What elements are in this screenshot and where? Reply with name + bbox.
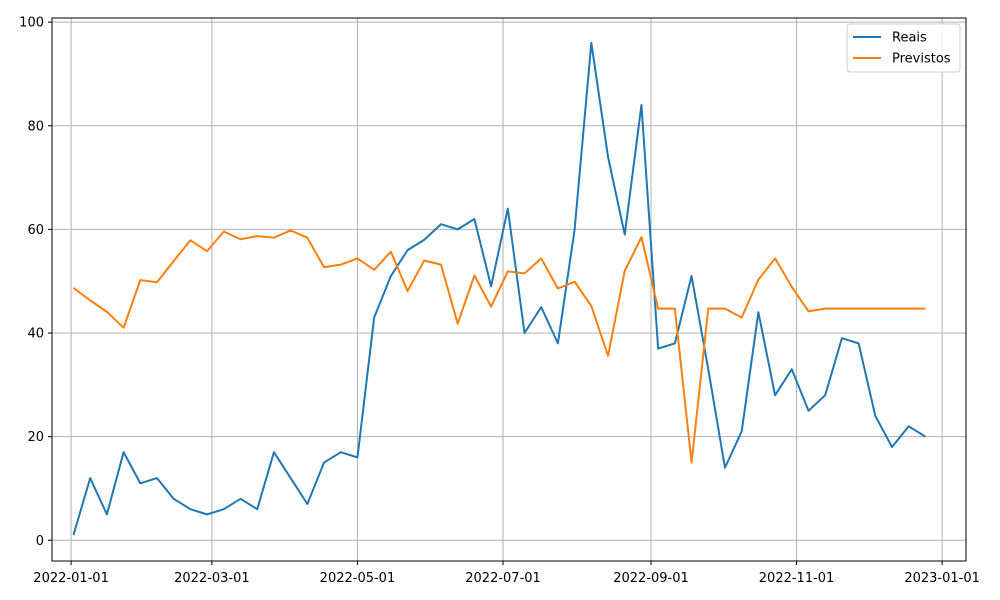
y-tick-label: 40 xyxy=(27,327,44,342)
series-lines xyxy=(72,41,926,536)
y-tick-label: 0 xyxy=(36,534,44,549)
legend: Reais Previstos xyxy=(846,23,961,73)
y-tick-label: 60 xyxy=(27,223,44,238)
series-line-previstos xyxy=(72,229,926,464)
x-tick-label: 2022-07-01 xyxy=(465,571,541,586)
axis-ticks: 2022-01-01 2022-03-01 2022-05-01 2022-07-01… xyxy=(19,16,980,586)
x-tick-label: 2022-01-01 xyxy=(33,571,109,586)
y-tick-label: 20 xyxy=(27,430,44,445)
series-line-reais xyxy=(72,41,926,536)
x-tick-label: 2022-09-01 xyxy=(613,571,689,586)
x-tick-label: 2022-11-01 xyxy=(759,571,835,586)
legend-label: Previstos xyxy=(892,52,951,67)
x-tick-label: 2022-05-01 xyxy=(320,571,396,586)
grid xyxy=(52,18,966,561)
x-tick-label: 2022-03-01 xyxy=(174,571,250,586)
y-tick-label: 80 xyxy=(27,119,44,134)
y-tick-label: 100 xyxy=(19,16,44,31)
plot-area xyxy=(52,18,966,561)
x-tick-label: 2023-01-01 xyxy=(904,571,980,586)
plot-frame xyxy=(51,17,967,562)
legend-label: Reais xyxy=(892,31,927,46)
